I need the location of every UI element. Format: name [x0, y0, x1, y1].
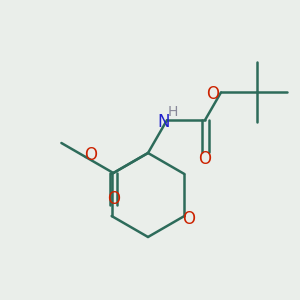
- Text: O: O: [107, 190, 120, 208]
- Text: O: O: [206, 85, 220, 103]
- Text: H: H: [168, 105, 178, 119]
- Text: N: N: [158, 113, 170, 131]
- Text: O: O: [199, 150, 212, 168]
- Text: O: O: [84, 146, 97, 164]
- Text: O: O: [182, 210, 195, 228]
